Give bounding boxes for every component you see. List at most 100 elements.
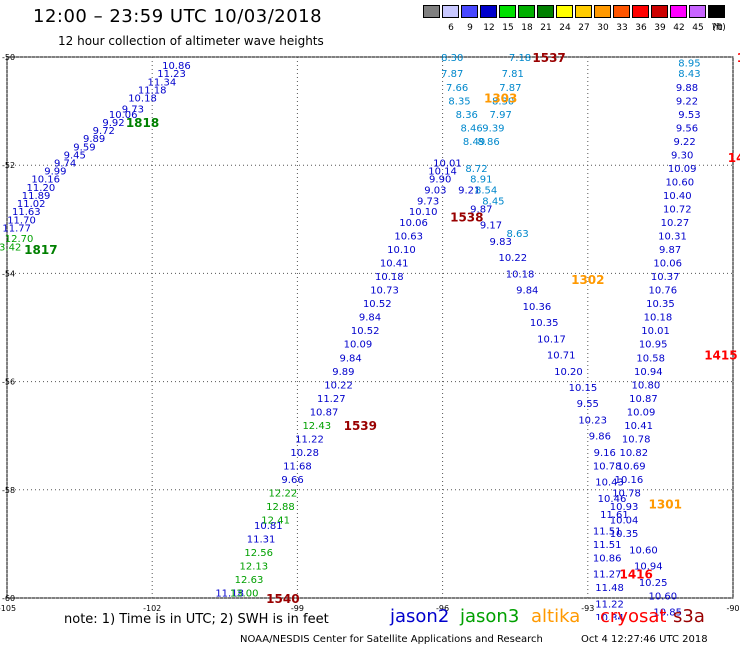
color-bin-label: 27: [578, 23, 590, 33]
data-label-jason2: 10.71: [547, 351, 576, 362]
legend-jason3: jason3: [460, 606, 520, 627]
data-label-jason2: 9.84: [359, 313, 381, 324]
color-bin-label: 24: [559, 23, 571, 33]
data-label-jason2: 10.69: [617, 461, 646, 472]
color-bin-21: [537, 5, 554, 18]
data-label-jason3: 12.22: [269, 489, 298, 500]
data-label-jason2: 9.89: [332, 367, 354, 378]
data-label-jason2: 10.22: [324, 380, 353, 391]
data-label-jason2: 10.35: [646, 299, 675, 310]
chart-grid: [6, 56, 734, 599]
legend-s3a: s3a: [673, 606, 705, 627]
pass-time-label: 1818: [126, 116, 159, 130]
data-label-jason2: 10.28: [290, 448, 319, 459]
data-label-altika: 7.81: [502, 69, 524, 80]
data-label-jason2: 10.20: [554, 367, 583, 378]
data-label-altika: 7.66: [446, 83, 468, 94]
data-label-jason2: 10.04: [610, 516, 639, 527]
x-tick-label: -93: [581, 604, 594, 613]
data-label-jason2: 10.37: [651, 272, 680, 283]
color-bin-label: 33: [616, 23, 628, 33]
data-label-altika: 8.43: [678, 69, 700, 80]
data-label-jason2: 11.61: [600, 510, 629, 521]
generated-timestamp: Oct 4 12:27:46 UTC 2018: [581, 634, 708, 645]
data-label-jason2: 11.89: [22, 191, 51, 202]
data-label-altika: 8.30: [492, 96, 514, 107]
data-label-jason2: 10.72: [663, 204, 692, 215]
data-label-jason2: 9.45: [64, 150, 86, 161]
color-bin-label: 6: [448, 23, 454, 33]
data-label-jason2: 10.82: [619, 448, 648, 459]
data-label-altika: 8.30: [441, 53, 463, 64]
color-bin-18: [518, 5, 535, 18]
data-label-jason2: 10.60: [629, 545, 658, 556]
data-label-jason2: 10.27: [661, 218, 690, 229]
data-label-jason2: 10.35: [610, 529, 639, 540]
data-label-jason2: 9.99: [44, 167, 66, 178]
data-label-jason2: 9.87: [659, 245, 681, 256]
data-label-jason2: 9.30: [671, 150, 693, 161]
data-label-jason2: 9.88: [676, 83, 698, 94]
pass-time-label: 1817: [24, 243, 57, 257]
color-bin-70: [708, 5, 725, 18]
data-label-jason2: 11.27: [593, 570, 622, 581]
data-label-jason2: 10.95: [639, 340, 668, 351]
data-label-jason2: 10.60: [648, 591, 677, 602]
chart-marks: 10.8611.2311.3411.1810.189.7310.069.929.…: [0, 53, 701, 620]
x-tick-label: -105: [0, 604, 16, 613]
data-label-jason2: 11.51: [593, 540, 622, 551]
y-tick-label: -60: [2, 594, 15, 603]
data-label-jason2: 10.60: [665, 177, 694, 188]
data-label-jason2: 9.21: [458, 186, 480, 197]
pass-time-label: 1301: [649, 497, 682, 511]
data-label-jason2: 10.76: [648, 286, 677, 297]
data-label-jason2: 9.53: [678, 110, 700, 121]
data-label-jason2: 9.03: [424, 186, 446, 197]
data-label-jason2: 10.86: [593, 553, 622, 564]
data-label-jason2: 11.34: [148, 77, 177, 88]
color-bin-label: 15: [502, 23, 514, 33]
data-label-jason2: 10.10: [387, 245, 416, 256]
data-label-jason2: 10.35: [530, 318, 559, 329]
pass-time-label: 1538: [450, 211, 483, 225]
data-label-jason3: 13.00: [230, 589, 259, 600]
data-label-jason3: 12.70: [5, 234, 34, 245]
color-bin-label: 12: [483, 23, 495, 33]
y-tick-label: -58: [2, 486, 15, 495]
color-bin-label: 21: [540, 23, 552, 33]
color-bin-30: [594, 5, 611, 18]
data-label-altika: 7.87: [499, 83, 521, 94]
data-label-altika: 8.45: [482, 196, 504, 207]
data-label-jason2: 9.55: [577, 399, 599, 410]
data-label-jason2: 10.52: [351, 326, 380, 337]
data-label-jason3: 12.56: [244, 548, 273, 559]
color-scale-unit: (ft): [712, 23, 726, 33]
data-label-jason2: 10.80: [632, 380, 661, 391]
pass-time-label: 1537: [532, 51, 565, 65]
data-label-jason2: 9.87: [470, 204, 492, 215]
color-bin-label: 39: [654, 23, 666, 33]
data-label-altika: 7.97: [490, 110, 512, 121]
data-label-jason2: 10.01: [641, 326, 670, 337]
data-label-jason2: 10.63: [394, 232, 423, 243]
data-label-altika: 8.86: [477, 137, 499, 148]
data-label-jason2: 10.78: [622, 434, 651, 445]
y-tick-label: -52: [2, 161, 15, 170]
data-label-jason2: 10.85: [653, 608, 682, 619]
data-label-altika: 8.91: [470, 175, 492, 186]
credit-line: NOAA/NESDIS Center for Satellite Applica…: [240, 634, 543, 645]
data-label-jason2: 10.36: [523, 302, 552, 313]
data-label-jason2: 10.17: [537, 334, 566, 345]
plot-frame: [6, 56, 734, 599]
data-label-jason2: 9.22: [676, 96, 698, 107]
data-label-jason3: 12.63: [235, 575, 264, 586]
color-bin-45: [689, 5, 706, 18]
data-label-jason2: 9.17: [480, 221, 502, 232]
color-bin-12: [480, 5, 497, 18]
data-label-jason2: 11.22: [295, 434, 324, 445]
data-label-jason2: 9.73: [417, 196, 439, 207]
color-bin-label: 42: [673, 23, 685, 33]
data-label-altika: 8.72: [465, 164, 487, 175]
data-label-jason2: 10.25: [639, 578, 668, 589]
data-label-jason2: 9.66: [281, 475, 303, 486]
